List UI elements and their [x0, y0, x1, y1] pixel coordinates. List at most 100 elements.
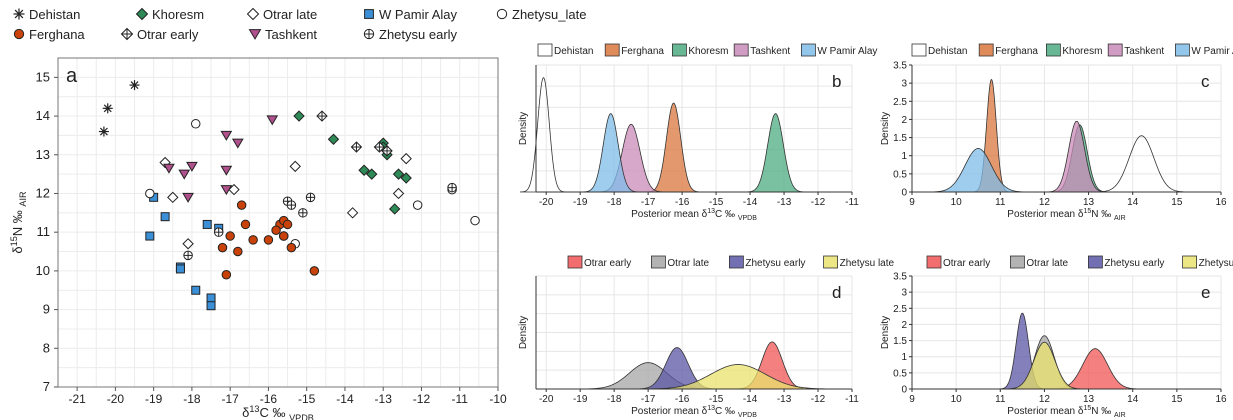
circle-shape	[278, 231, 289, 241]
y-tick-label: 0.5	[893, 368, 907, 379]
diamond-shape	[392, 187, 405, 200]
legend-swatch	[1182, 255, 1197, 269]
circle-shape	[190, 119, 201, 129]
x-tick-label: 14	[1127, 394, 1139, 405]
data-point	[182, 192, 194, 203]
data-point	[388, 203, 401, 215]
diamond-shape	[400, 152, 412, 165]
data-point	[236, 200, 247, 210]
data-point	[266, 115, 279, 126]
asterisk-stroke	[130, 81, 139, 90]
legend-label: Zhetysu late	[840, 258, 895, 269]
x-tick-label: 13	[1083, 197, 1095, 208]
legend-marker	[363, 28, 375, 40]
legend-swatch	[733, 43, 749, 57]
circle-shape	[496, 8, 508, 20]
x-tick-label: 14	[1127, 197, 1139, 208]
data-point	[102, 103, 113, 114]
data-point	[228, 183, 240, 196]
x-tick-label: -15	[709, 394, 724, 405]
x-tick-label: -19	[573, 394, 588, 405]
y-tick-label: 3.5	[893, 61, 907, 72]
legend-swatch	[911, 43, 927, 57]
data-point	[327, 133, 340, 145]
data-point	[178, 169, 191, 180]
y-tick-label: 9	[43, 302, 50, 317]
diamond-shape	[392, 168, 405, 180]
legend-marker	[248, 29, 262, 40]
density-curve	[924, 148, 1032, 193]
y-tick-label: 3.5	[893, 272, 907, 283]
data-point	[278, 231, 289, 241]
y-tick-label: 1	[901, 151, 907, 162]
legend-swatch	[1010, 255, 1025, 269]
data-point	[217, 242, 228, 253]
legend-swatch	[729, 255, 744, 269]
data-point	[316, 110, 328, 122]
data-point	[248, 235, 258, 245]
y-tick-label: 0	[901, 188, 907, 199]
x-tick-label: 15	[1171, 394, 1183, 405]
y-axis-label: δ15N ‰ AIR	[9, 191, 28, 254]
legend-label: W Pamir Alay	[379, 7, 458, 22]
data-point	[145, 188, 155, 199]
x-tick-label: -12	[811, 394, 826, 405]
data-point	[309, 266, 320, 276]
data-point	[293, 110, 305, 122]
legend-label: Khoresm	[1062, 46, 1102, 57]
triangle-shape	[182, 192, 194, 203]
square-shape	[160, 212, 170, 222]
legend-b: Dehistan Ferghana Khoresm Tashkent W Pamir A…	[537, 43, 877, 57]
x-axis-label: Posterior mean δ13C ‰ VPDB	[631, 405, 757, 419]
circle-shape	[217, 242, 228, 253]
x-axis-label: Posterior mean δ15N ‰ AIR	[1007, 208, 1125, 222]
y-tick-label: 1.5	[893, 336, 907, 347]
data-point	[191, 285, 201, 295]
data-point	[271, 225, 281, 235]
x-tick-label: -16	[675, 394, 690, 405]
legend-marker	[364, 9, 374, 19]
diamond-shape	[366, 168, 378, 180]
x-tick-label: -18	[607, 394, 622, 405]
circle-shape	[145, 188, 155, 199]
triangle-shape	[248, 29, 262, 40]
data-point	[286, 242, 297, 253]
data-point	[282, 219, 293, 230]
y-tick-label: 2	[901, 320, 907, 331]
x-tick-label: -16	[260, 392, 278, 406]
circle-shape	[248, 235, 258, 245]
asterisk-stroke	[99, 127, 108, 136]
legend-label: Tashkent	[265, 27, 317, 42]
y-axis-label: Density	[880, 316, 891, 349]
circle-shape	[236, 200, 247, 210]
data-point	[286, 200, 297, 210]
legend-label: Otrar late	[1026, 258, 1068, 269]
square-shape	[145, 231, 155, 241]
diamond-shape	[400, 172, 412, 184]
x-tick-label: -20	[539, 394, 554, 405]
x-tick-label: -12	[413, 392, 431, 406]
diamond-shape	[228, 183, 240, 196]
x-tick-label: 10	[951, 197, 963, 208]
legend-label: Ferghana	[621, 46, 664, 57]
x-tick-label: -21	[68, 392, 86, 406]
data-point	[350, 141, 363, 153]
y-tick-label: 7	[43, 379, 50, 394]
data-point	[145, 231, 155, 241]
legend-label: W Pamir Alay	[1191, 46, 1233, 57]
diamond-shape	[289, 160, 301, 173]
legend-swatch	[651, 255, 666, 269]
triangle-shape	[163, 163, 175, 174]
triangle-shape	[266, 115, 279, 126]
legend-swatch	[823, 255, 838, 269]
legend-label: Ferghana	[29, 27, 85, 42]
panel-b: -20 -19 -18 -17 -16 -15 -14 -13 -12 -11 Posterior …	[518, 64, 859, 222]
circle-shape	[286, 242, 297, 253]
x-axis-label: Posterior mean δ13C ‰ VPDB	[631, 208, 757, 222]
y-tick-label: 3	[901, 79, 907, 90]
circle-shape	[13, 28, 25, 40]
legend-label: Otrar late	[667, 258, 709, 269]
legend-label: Tashkent	[1124, 46, 1164, 57]
circle-shape	[412, 200, 423, 210]
